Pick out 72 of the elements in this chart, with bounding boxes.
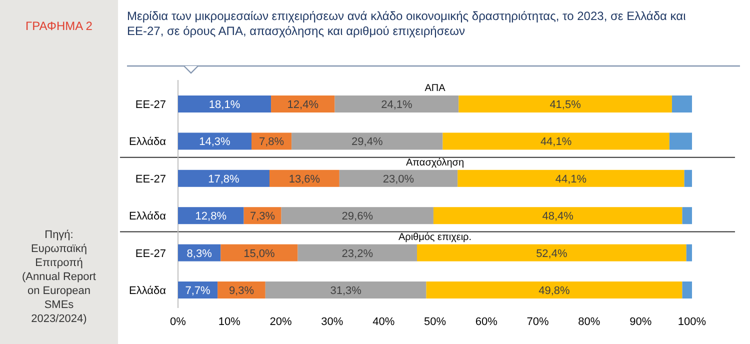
- data-label: 24,1%: [381, 99, 413, 111]
- data-label: 18,1%: [208, 99, 240, 111]
- data-label: 29,6%: [342, 210, 374, 223]
- bar: [458, 96, 672, 112]
- x-tick-label: 100%: [678, 316, 706, 328]
- data-label: 8,3%: [186, 248, 212, 260]
- x-tick-label: 40%: [372, 316, 395, 328]
- y-tick-label: Ελλάδα: [128, 210, 167, 223]
- data-label: 23,2%: [342, 248, 374, 260]
- bar: [682, 282, 692, 298]
- bar: [669, 132, 692, 150]
- data-label: 49,8%: [538, 285, 570, 297]
- bar: [458, 170, 684, 187]
- bar: [426, 282, 682, 298]
- y-tick-label: ΕΕ-27: [135, 173, 166, 186]
- chart-title: Μερίδια των μικρομεσαίων επιχειρήσεων ανά κλάδο οικονομικής δραστηριότητας, το 2023, σε Ελλάδα και ΕΕ-27, σε όρους ΑΠΑ, απασχόλησης και αριθμού επιχειρήσεων: [127, 9, 686, 38]
- data-label: 52,4%: [536, 248, 568, 260]
- data-label: 14,3%: [199, 136, 231, 148]
- data-label: 44,1%: [540, 136, 572, 148]
- data-label: 9,3%: [228, 285, 254, 297]
- x-tick-label: 20%: [270, 316, 292, 328]
- data-label: 41,5%: [550, 99, 582, 111]
- data-label: 29,4%: [352, 136, 383, 148]
- annotation: Αριθμός επιχειρ.: [398, 232, 472, 243]
- x-tick-label: 50%: [424, 316, 446, 328]
- bar: [178, 96, 272, 112]
- bar: [220, 244, 298, 262]
- text: ΓΡΑΦΗΜΑ 2: [26, 19, 93, 33]
- data-label: 13,6%: [288, 173, 320, 186]
- data-label: 7,3%: [250, 210, 276, 223]
- bar: [265, 282, 426, 298]
- text: Πηγή: Ευρωπαϊκή Επιτροπή (Annual Report on European SMEs 2023/2024): [22, 229, 96, 325]
- data-label: 12,4%: [287, 99, 319, 111]
- x-tick-label: 10%: [218, 316, 241, 328]
- data-label: 12,8%: [195, 210, 227, 223]
- data-label: 48,4%: [542, 210, 574, 223]
- bar: [298, 244, 418, 262]
- x-tick-label: 30%: [321, 316, 344, 328]
- bar: [178, 207, 244, 224]
- annotation: Απασχόληση: [406, 157, 464, 168]
- bar: [442, 132, 670, 150]
- annotation: ΑΠΑ: [424, 83, 446, 94]
- bar: [339, 170, 458, 187]
- bar: [271, 96, 335, 112]
- x-tick-label: 60%: [475, 316, 498, 328]
- bar: [433, 207, 682, 224]
- bar: [684, 170, 692, 187]
- bar: [334, 96, 459, 112]
- x-tick-label: 0%: [170, 316, 186, 328]
- x-tick-label: 90%: [630, 316, 652, 328]
- bar: [281, 207, 434, 224]
- y-tick-label: ΕΕ-27: [135, 99, 166, 111]
- bar: [292, 132, 443, 150]
- bar: [686, 244, 692, 262]
- x-tick-label: 70%: [526, 316, 550, 328]
- bar: [269, 170, 340, 187]
- x-tick-label: 80%: [578, 316, 600, 328]
- bar: [417, 244, 686, 262]
- data-label: 17,8%: [208, 173, 240, 186]
- data-label: 7,7%: [185, 285, 211, 297]
- bar: [178, 132, 252, 150]
- data-label: 15,0%: [244, 248, 276, 260]
- data-label: 7,8%: [259, 136, 284, 148]
- bar: [178, 170, 270, 187]
- y-tick-label: Ελλάδα: [128, 285, 167, 297]
- bar: [682, 207, 692, 224]
- bar: [672, 96, 692, 112]
- y-tick-label: Ελλάδα: [128, 136, 167, 148]
- data-label: 31,3%: [330, 285, 362, 297]
- data-label: 44,1%: [555, 173, 587, 186]
- data-label: 23,0%: [382, 173, 414, 186]
- y-tick-label: ΕΕ-27: [135, 248, 166, 260]
